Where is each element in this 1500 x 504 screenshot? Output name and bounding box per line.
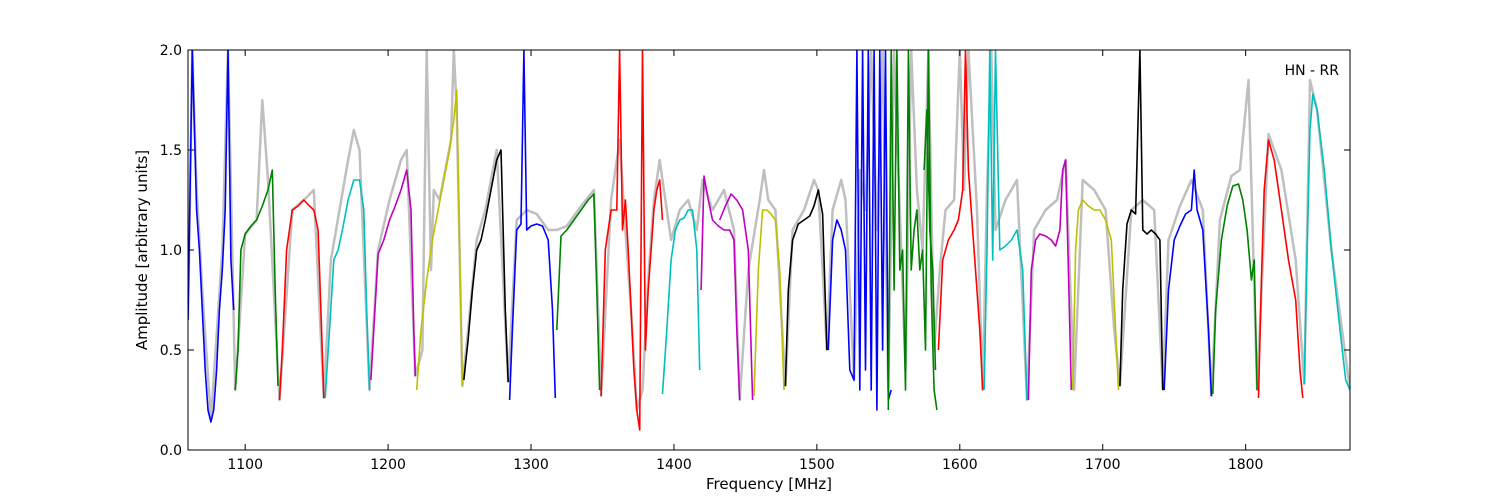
series-line-10 (600, 50, 664, 431)
annotation-label: HN - RR (1285, 63, 1340, 79)
series-line-1 (188, 50, 235, 423)
series-layer (188, 50, 1350, 431)
series-line-8 (508, 50, 557, 401)
series-line-7 (463, 149, 509, 383)
series-line-14 (753, 209, 785, 397)
y-tick-label: 1.0 (160, 243, 182, 259)
series-line-6 (415, 89, 464, 391)
x-tick-label: 1700 (1085, 457, 1121, 473)
series-line-26 (1257, 139, 1304, 399)
series-line-17 (887, 50, 938, 411)
x-tick-label: 1400 (656, 457, 692, 473)
y-tick-label: 1.5 (160, 143, 182, 159)
x-tick-label: 1600 (942, 457, 978, 473)
series-line-25 (1212, 183, 1258, 395)
series-line-22 (1071, 199, 1120, 391)
series-line-4 (324, 179, 371, 399)
reference-trace (188, 50, 1350, 422)
x-tick-label: 1100 (227, 457, 263, 473)
series-line-18 (923, 109, 937, 371)
x-tick-label: 1300 (513, 457, 549, 473)
x-axis-label: Frequency [MHz] (706, 475, 832, 493)
series-line-15 (784, 189, 828, 387)
y-axis-ticks: 0.0 0.5 1.0 1.5 2.0 (160, 43, 1350, 459)
y-tick-label: 0.5 (160, 343, 182, 359)
series-line-16 (827, 50, 892, 411)
y-axis-label: Amplitude [arbitrary units] (133, 150, 151, 350)
series-line-20 (983, 50, 1028, 401)
x-tick-label: 1500 (799, 457, 835, 473)
x-axis-ticks: 1100 1200 1300 1400 1500 1600 1700 1800 (227, 50, 1263, 473)
series-line-9 (556, 193, 601, 391)
y-tick-label: 2.0 (160, 43, 182, 59)
series-line-24 (1163, 169, 1213, 397)
series-line-2 (234, 169, 279, 391)
series-line-23 (1119, 50, 1164, 391)
series-line-21 (1027, 159, 1073, 401)
series-line-19 (937, 50, 984, 391)
series-line-11 (661, 209, 701, 395)
series-line-27 (1303, 93, 1350, 391)
x-tick-label: 1800 (1228, 457, 1264, 473)
series-line-3 (278, 199, 325, 401)
x-tick-label: 1200 (370, 457, 406, 473)
series-line-12 (700, 175, 741, 401)
series-line-13 (718, 193, 754, 401)
y-tick-label: 0.0 (160, 443, 182, 459)
series-line-5 (370, 169, 417, 381)
